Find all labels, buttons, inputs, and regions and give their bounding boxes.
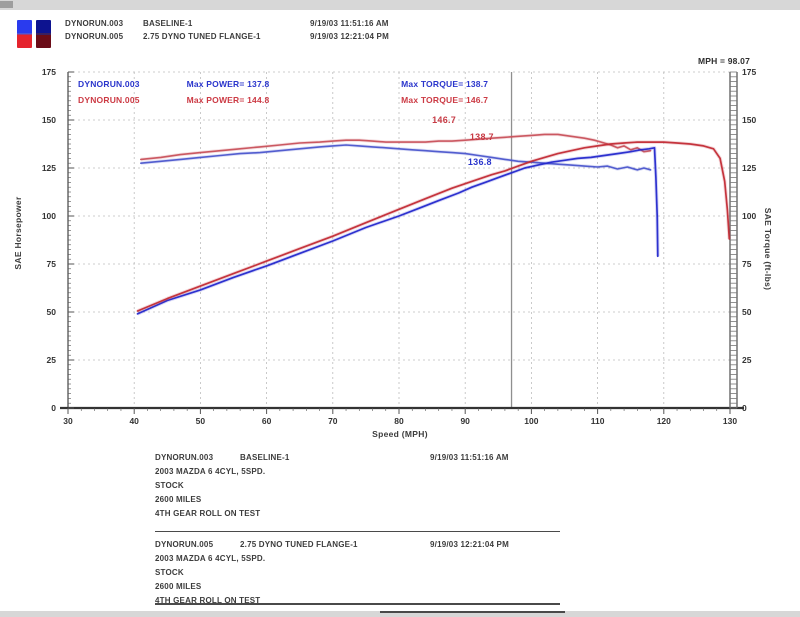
svg-text:100: 100 [42,211,56,221]
corner-artifact [0,1,13,8]
legend-run-name: DYNORUN.005 [78,95,140,105]
legend-max-power: Max POWER= 137.8 [186,79,270,89]
separator-line [155,531,560,532]
y-axis-title-left: SAE Horsepower [13,196,23,270]
svg-text:75: 75 [47,259,57,269]
brand-logo-square-2 [36,20,51,48]
run-desc: BASELINE-1 [240,453,290,462]
header-run-row: DYNORUN.005 2.75 DYNO TUNED FLANGE-1 9/1… [0,32,800,44]
separator-line [155,603,560,605]
vehicle-info: 2003 MAZDA 6 4CYL, 5SPD. [155,467,266,476]
dyno-chart: 0 0 25 25 50 50 75 75 100 100 125 125 150 150 175 175 30… [42,67,757,426]
run-timestamp: 9/19/03 12:21:04 PM [430,540,509,549]
vehicle-info: STOCK [155,568,184,577]
run-desc: 2.75 DYNO TUNED FLANGE-1 [143,32,261,41]
legend-max-torque: Max TORQUE= 138.7 [401,79,489,89]
svg-text:150: 150 [742,115,756,125]
x-axis-title: Speed (MPH) [372,429,428,439]
svg-text:70: 70 [328,416,338,426]
run-desc: 2.75 DYNO TUNED FLANGE-1 [240,540,358,549]
svg-text:50: 50 [742,307,752,317]
footer-block-tuned: DYNORUN.005 2.75 DYNO TUNED FLANGE-1 9/1… [0,540,800,605]
run-timestamp: 9/19/03 11:51:16 AM [430,453,509,462]
svg-text:130: 130 [723,416,737,426]
legend-max-power: Max POWER= 144.8 [186,95,270,105]
svg-text:150: 150 [42,115,56,125]
separator-line [380,611,565,613]
vehicle-info: 4TH GEAR ROLL ON TEST [155,509,261,518]
brand-logo-square-1 [17,20,32,48]
svg-text:50: 50 [196,416,206,426]
page-bottom-band [0,611,800,617]
svg-text:25: 25 [742,355,752,365]
svg-text:40: 40 [129,416,139,426]
svg-text:175: 175 [742,67,756,77]
svg-text:60: 60 [262,416,272,426]
svg-text:0: 0 [51,403,56,413]
svg-text:100: 100 [524,416,538,426]
header-run-row: DYNORUN.003 BASELINE-1 9/19/03 11:51:16 … [0,19,800,31]
svg-text:50: 50 [47,307,57,317]
svg-text:90: 90 [460,416,470,426]
vehicle-info: 2600 MILES [155,495,202,504]
run-name: DYNORUN.003 [65,19,124,28]
run-timestamp: 9/19/03 11:51:16 AM [310,19,389,28]
svg-text:125: 125 [42,163,56,173]
svg-text:75: 75 [742,259,752,269]
vehicle-info: 2600 MILES [155,582,202,591]
svg-text:125: 125 [742,163,756,173]
svg-text:80: 80 [394,416,404,426]
run-desc: BASELINE-1 [143,19,193,28]
svg-text:120: 120 [657,416,671,426]
run-name: DYNORUN.005 [65,32,124,41]
cursor-mph-readout: MPH = 98.07 [697,56,750,66]
run-timestamp: 9/19/03 12:21:04 PM [310,32,389,41]
legend-run-name: DYNORUN.003 [78,79,140,89]
svg-text:138.7: 138.7 [470,132,494,142]
y-axis-title-right: SAE Torque (ft-lbs) [763,207,773,291]
svg-text:30: 30 [63,416,73,426]
footer-block-baseline: DYNORUN.003 BASELINE-1 9/19/03 11:51:16 … [0,453,800,518]
legend-row-baseline: DYNORUN.003 Max POWER= 137.8 Max TORQUE=… [78,79,678,89]
run-name: DYNORUN.005 [155,540,214,549]
svg-text:25: 25 [47,355,57,365]
svg-text:146.7: 146.7 [432,115,456,125]
vehicle-info: 4TH GEAR ROLL ON TEST [155,596,261,605]
svg-text:100: 100 [742,211,756,221]
svg-text:136.8: 136.8 [468,157,492,167]
svg-text:110: 110 [591,416,605,426]
run-name: DYNORUN.003 [155,453,214,462]
legend-row-tuned: DYNORUN.005 Max POWER= 144.8 Max TORQUE=… [78,95,678,105]
vehicle-info: 2003 MAZDA 6 4CYL, 5SPD. [155,554,266,563]
svg-text:175: 175 [42,67,56,77]
page-top-band [0,0,800,10]
vehicle-info: STOCK [155,481,184,490]
svg-text:0: 0 [742,403,747,413]
legend-max-torque: Max TORQUE= 146.7 [401,95,489,105]
